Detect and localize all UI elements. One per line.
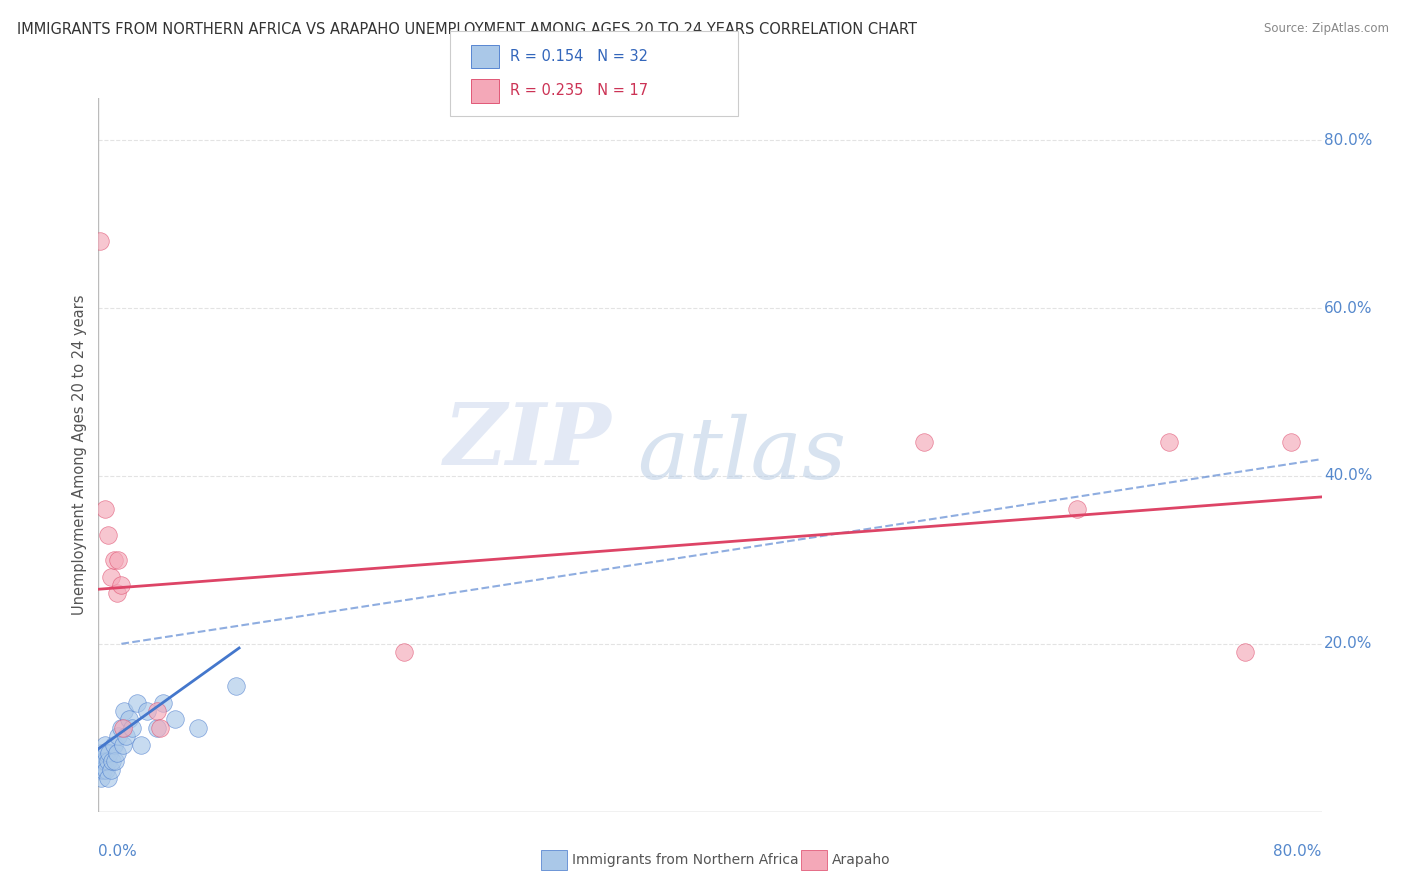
Point: [149, 721, 172, 735]
Point: [89, 234, 111, 248]
Point: [111, 721, 134, 735]
Text: R = 0.235   N = 17: R = 0.235 N = 17: [510, 84, 648, 98]
Point: [105, 746, 128, 760]
Point: [392, 645, 416, 659]
Point: [103, 738, 125, 752]
Point: [125, 696, 148, 710]
Point: [101, 755, 124, 769]
Point: [100, 763, 122, 777]
Point: [93, 755, 115, 769]
Y-axis label: Unemployment Among Ages 20 to 24 years: Unemployment Among Ages 20 to 24 years: [72, 294, 87, 615]
Point: [91, 763, 114, 777]
Point: [90, 746, 112, 760]
Text: 40.0%: 40.0%: [1324, 468, 1372, 483]
Text: 60.0%: 60.0%: [1324, 301, 1372, 316]
Point: [97, 771, 120, 785]
Point: [112, 704, 135, 718]
Point: [93, 502, 115, 516]
Point: [163, 712, 186, 726]
Point: [111, 738, 134, 752]
Point: [94, 763, 117, 777]
Point: [107, 729, 129, 743]
Point: [912, 435, 935, 450]
Point: [110, 721, 132, 735]
Point: [145, 721, 167, 735]
Point: [110, 578, 132, 592]
Point: [91, 755, 114, 769]
Point: [105, 586, 128, 600]
Point: [1066, 502, 1088, 516]
Point: [104, 755, 127, 769]
Point: [107, 553, 129, 567]
Text: Immigrants from Northern Africa: Immigrants from Northern Africa: [572, 853, 799, 867]
Text: 80.0%: 80.0%: [1274, 844, 1322, 859]
Point: [1279, 435, 1302, 450]
Point: [145, 704, 167, 718]
Point: [100, 569, 122, 583]
Point: [94, 746, 117, 760]
Text: ZIP: ZIP: [444, 399, 612, 483]
Point: [225, 679, 247, 693]
Point: [89, 763, 111, 777]
Text: 0.0%: 0.0%: [98, 844, 138, 859]
Text: Source: ZipAtlas.com: Source: ZipAtlas.com: [1264, 22, 1389, 36]
Point: [1234, 645, 1257, 659]
Text: 80.0%: 80.0%: [1324, 133, 1372, 147]
Text: atlas: atlas: [637, 414, 846, 496]
Point: [90, 771, 112, 785]
Point: [1157, 435, 1180, 450]
Point: [136, 704, 159, 718]
Point: [103, 553, 125, 567]
Point: [121, 721, 143, 735]
Point: [129, 738, 152, 752]
Point: [187, 721, 209, 735]
Text: Arapaho: Arapaho: [832, 853, 891, 867]
Point: [98, 746, 121, 760]
Point: [118, 712, 141, 726]
Text: IMMIGRANTS FROM NORTHERN AFRICA VS ARAPAHO UNEMPLOYMENT AMONG AGES 20 TO 24 YEAR: IMMIGRANTS FROM NORTHERN AFRICA VS ARAPA…: [17, 22, 917, 37]
Point: [152, 696, 174, 710]
Text: R = 0.154   N = 32: R = 0.154 N = 32: [510, 49, 648, 63]
Point: [97, 755, 120, 769]
Point: [97, 527, 120, 541]
Point: [115, 729, 138, 743]
Point: [93, 738, 115, 752]
Text: 20.0%: 20.0%: [1324, 636, 1372, 651]
